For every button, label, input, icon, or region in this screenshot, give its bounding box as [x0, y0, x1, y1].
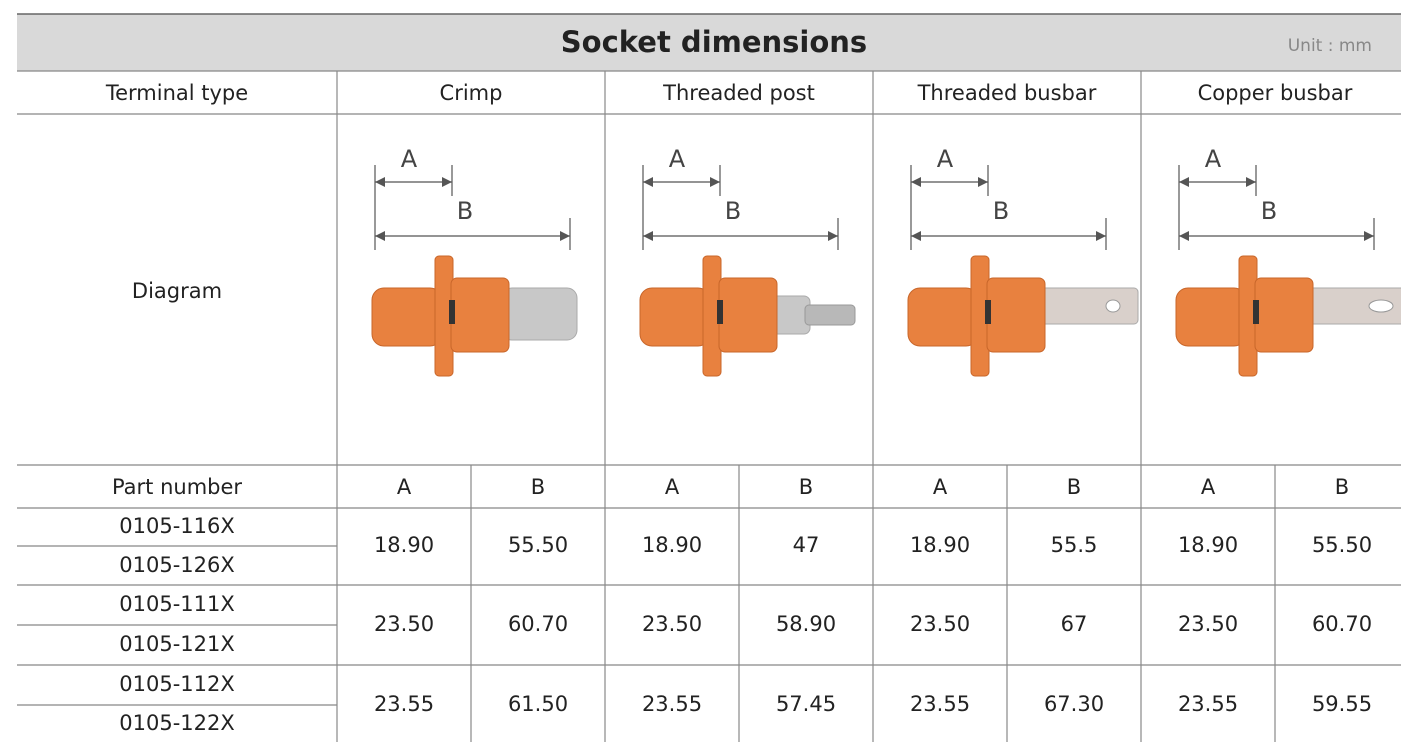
dimension-label: B: [457, 197, 473, 225]
dimension-value: 58.90: [776, 612, 836, 636]
latch: [449, 300, 455, 324]
row-label: Terminal type: [105, 81, 248, 105]
socket-body: [719, 278, 777, 352]
socket-body: [451, 278, 509, 352]
dimension-label: A: [1205, 145, 1222, 173]
dimension-value: 23.50: [910, 612, 970, 636]
column-header: A: [397, 475, 412, 499]
column-header: A: [1201, 475, 1216, 499]
dimension-value: 61.50: [508, 692, 568, 716]
column-header: B: [1067, 475, 1081, 499]
column-header: A: [665, 475, 680, 499]
thread: [805, 305, 855, 325]
part-number: 0105-111X: [119, 592, 235, 616]
socket-rear: [640, 288, 710, 346]
column-header: B: [1335, 475, 1349, 499]
dimension-value: 67: [1061, 612, 1088, 636]
latch: [1253, 300, 1259, 324]
dimension-value: 60.70: [508, 612, 568, 636]
socket-rear: [372, 288, 442, 346]
dimension-value: 47: [793, 533, 820, 557]
dimension-label: B: [993, 197, 1009, 225]
socket-body: [987, 278, 1045, 352]
dimension-value: 59.55: [1312, 692, 1372, 716]
dimension-label: B: [725, 197, 741, 225]
dimension-value: 18.90: [642, 533, 702, 557]
dimension-value: 60.70: [1312, 612, 1372, 636]
dimension-label: A: [937, 145, 954, 173]
dimension-value: 55.50: [1312, 533, 1372, 557]
dimension-value: 18.90: [1178, 533, 1238, 557]
part-number: 0105-112X: [119, 672, 235, 696]
dimension-value: 23.50: [642, 612, 702, 636]
dimension-value: 18.90: [910, 533, 970, 557]
dimension-label: B: [1261, 197, 1277, 225]
dimension-value: 23.50: [374, 612, 434, 636]
row-label: Part number: [112, 475, 242, 499]
socket-body: [1255, 278, 1313, 352]
metal-part: [502, 288, 577, 340]
dimension-value: 18.90: [374, 533, 434, 557]
dimension-value: 23.55: [374, 692, 434, 716]
dimension-value: 57.45: [776, 692, 836, 716]
unit-note: Unit : mm: [1288, 36, 1372, 56]
latch: [717, 300, 723, 324]
column-header: B: [531, 475, 545, 499]
dimension-value: 67.30: [1044, 692, 1104, 716]
dimension-value: 55.50: [508, 533, 568, 557]
row-label: Diagram: [132, 279, 222, 303]
dimension-label: A: [401, 145, 418, 173]
busbar-hole: [1369, 300, 1393, 312]
terminal-type: Copper busbar: [1198, 81, 1353, 105]
dimension-value: 55.5: [1051, 533, 1098, 557]
terminal-type: Crimp: [440, 81, 503, 105]
part-number: 0105-116X: [119, 514, 235, 538]
latch: [985, 300, 991, 324]
dimension-table: Socket dimensions Unit : mm Terminal typ…: [0, 0, 1401, 742]
dimension-value: 23.55: [642, 692, 702, 716]
part-number: 0105-126X: [119, 553, 235, 577]
busbar: [1038, 288, 1138, 324]
column-header: B: [799, 475, 813, 499]
part-number: 0105-122X: [119, 711, 235, 735]
table-title: Socket dimensions: [561, 25, 867, 59]
busbar-hole: [1106, 300, 1120, 312]
socket-rear: [1176, 288, 1246, 346]
terminal-type: Threaded busbar: [917, 81, 1097, 105]
dimension-value: 23.50: [1178, 612, 1238, 636]
socket-rear: [908, 288, 978, 346]
dimension-value: 23.55: [910, 692, 970, 716]
dimension-value: 23.55: [1178, 692, 1238, 716]
column-header: A: [933, 475, 948, 499]
part-number: 0105-121X: [119, 632, 235, 656]
terminal-type: Threaded post: [662, 81, 815, 105]
dimension-label: A: [669, 145, 686, 173]
